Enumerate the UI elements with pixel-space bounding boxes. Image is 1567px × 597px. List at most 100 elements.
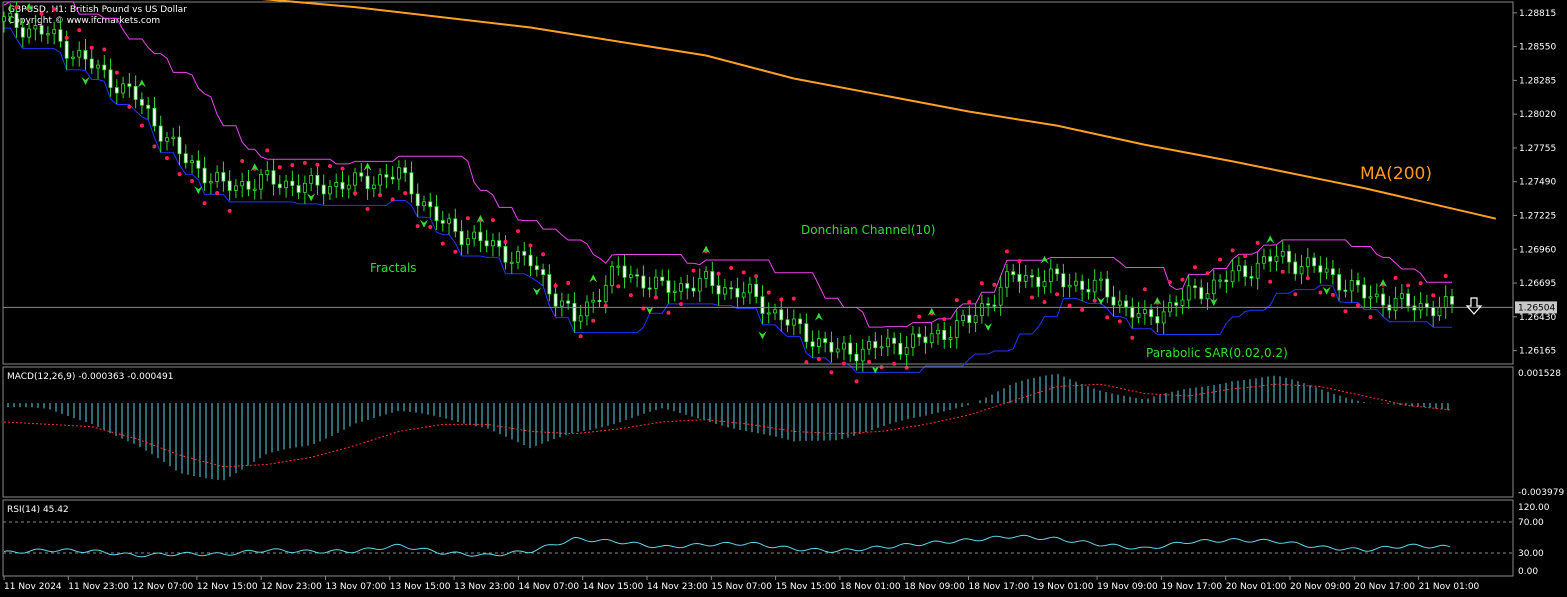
ma200-path: [262, 0, 1497, 220]
candle-body: [904, 346, 909, 355]
macd-signal-path: [3, 383, 1453, 468]
candle-body: [497, 240, 502, 247]
sar-dot: [1067, 303, 1072, 308]
candle-body: [835, 348, 840, 353]
candle-body: [1061, 273, 1066, 288]
price-tick-label: 1.28020: [1519, 110, 1556, 120]
sar-dot: [390, 197, 395, 202]
candle-body: [779, 309, 784, 321]
sar-dot: [591, 318, 596, 323]
candle-body: [967, 314, 972, 323]
sar-dot: [177, 172, 182, 177]
sar-dot: [89, 45, 94, 50]
candle-body: [591, 299, 596, 303]
sar-dot: [114, 70, 119, 75]
candle-body: [961, 314, 965, 321]
fractal-up-arrow-icon: [137, 79, 146, 88]
fractal-down-arrow-icon: [419, 219, 428, 228]
candle-body: [334, 182, 339, 187]
candle-body: [14, 12, 19, 28]
candle-body: [277, 183, 282, 189]
candle-body: [77, 50, 82, 58]
sar-dot: [1055, 292, 1060, 297]
sar-dot: [202, 201, 207, 206]
candles: [2, 1, 1454, 372]
sar-dot: [52, 7, 57, 12]
candle-body: [992, 304, 997, 307]
candle-body: [52, 29, 57, 35]
sar-dot: [240, 159, 245, 164]
sar-dot: [302, 160, 307, 165]
candle-body: [1086, 289, 1091, 293]
rsi-panel[interactable]: RSI(14) 45.42 120.00 70.00 30.00 0.00: [2, 499, 1550, 577]
macd-panel[interactable]: MACD(12,26,9) -0.000363 -0.000491 0.0015…: [2, 366, 1564, 498]
candle-body: [1111, 296, 1116, 306]
sar-dot: [854, 379, 859, 384]
candle-body: [1142, 309, 1147, 314]
sar-dot: [729, 266, 734, 271]
sar-dot: [553, 283, 558, 288]
time-axis: 11 Nov 2024 11 Nov 23:00 12 Nov 07:00 12 No…: [3, 576, 1480, 592]
sar-dot: [64, 35, 69, 40]
candle-body: [365, 175, 370, 189]
candle-body: [1381, 293, 1385, 306]
price-tick-label: 1.28285: [1519, 76, 1556, 86]
time-tick-label: 11 Nov 2024: [4, 582, 62, 592]
candle-body: [754, 283, 759, 298]
candle-body: [1124, 300, 1128, 308]
candle-body: [1174, 302, 1179, 306]
rsi-tick-120: 120.00: [1518, 503, 1550, 513]
sar-dot: [766, 290, 771, 295]
sar-dot: [1017, 259, 1022, 264]
sar-dot: [340, 166, 345, 171]
candle-body: [1362, 284, 1367, 299]
donchian-lower: [4, 27, 1452, 373]
candle-body: [1011, 271, 1016, 275]
time-tick-label: 13 Nov 07:00: [326, 582, 387, 592]
candle-body: [1274, 255, 1279, 262]
sar-dot: [1443, 274, 1448, 279]
macd-label: MACD(12,26,9) -0.000363 -0.000491: [7, 372, 173, 382]
candle-body: [528, 254, 533, 267]
candle-body: [1180, 299, 1185, 306]
time-tick-label: 13 Nov 15:00: [390, 582, 451, 592]
candle-body: [472, 231, 477, 240]
candle-body: [986, 303, 991, 306]
candle-body: [503, 246, 508, 263]
sar-dot: [1130, 335, 1135, 340]
time-tick-label: 20 Nov 17:00: [1354, 582, 1415, 592]
candle-body: [810, 341, 815, 347]
candle-body: [240, 180, 245, 187]
chart-title: GBPUSD, H1: British Pound vs US Dollar: [8, 5, 187, 15]
sar-dot: [152, 144, 157, 149]
sar-dot: [1293, 292, 1298, 297]
candle-body: [478, 231, 483, 242]
fractal-up-arrow-icon: [363, 162, 372, 171]
candle-body: [879, 346, 884, 349]
candle-body: [202, 167, 207, 184]
price-panel[interactable]: GBPUSD, H1: British Pound vs US Dollar C…: [2, 0, 1557, 384]
price-tick-label: 1.28815: [1519, 9, 1556, 19]
sar-dot: [628, 293, 633, 298]
candle-body: [509, 261, 514, 264]
sar-dot: [1305, 276, 1310, 281]
price-tick-label: 1.26165: [1519, 347, 1556, 357]
candle-body: [842, 342, 846, 350]
fractal-down-arrow-icon: [758, 331, 767, 340]
sar-dot: [353, 191, 358, 196]
sar-dot: [804, 360, 809, 365]
sar-dot: [1218, 257, 1223, 262]
sar-dot: [14, 5, 19, 10]
sar-dot: [1030, 295, 1035, 300]
sar-dot: [1230, 248, 1235, 253]
candle-body: [1005, 271, 1009, 288]
sar-dot: [403, 191, 408, 196]
sar-dot: [265, 148, 270, 153]
candle-body: [397, 167, 401, 180]
sar-dot: [1318, 290, 1323, 295]
sar-dot: [1418, 281, 1423, 286]
candle-body: [892, 337, 897, 344]
time-tick-label: 20 Nov 01:00: [1226, 582, 1287, 592]
candle-body: [760, 296, 765, 314]
